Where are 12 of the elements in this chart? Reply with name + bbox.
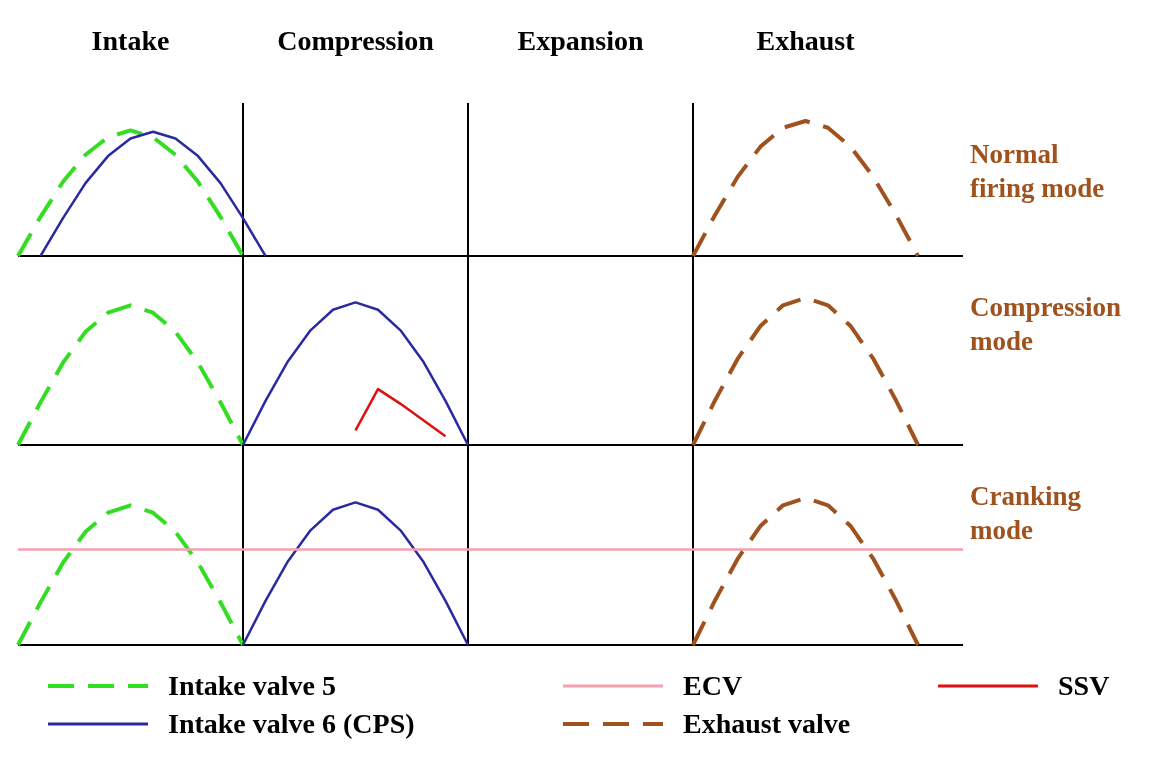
x-tick-label: Exhaust — [756, 25, 856, 56]
x-tick-label: Intake — [91, 25, 170, 56]
x-tick-label: Compression — [277, 25, 435, 56]
text: Compression mode — [970, 292, 1122, 356]
legend-label: Intake valve 5 — [168, 670, 336, 701]
x-tick-label: Expansion — [517, 25, 644, 56]
legend-label: Intake valve 6 (CPS) — [168, 708, 415, 739]
legend-label: Exhaust valve — [683, 708, 851, 739]
legend-label: SSV — [1058, 670, 1110, 701]
text: Cranking mode — [970, 481, 1082, 545]
legend-label: ECV — [683, 670, 743, 701]
text: Normal firing mode — [970, 139, 1105, 203]
